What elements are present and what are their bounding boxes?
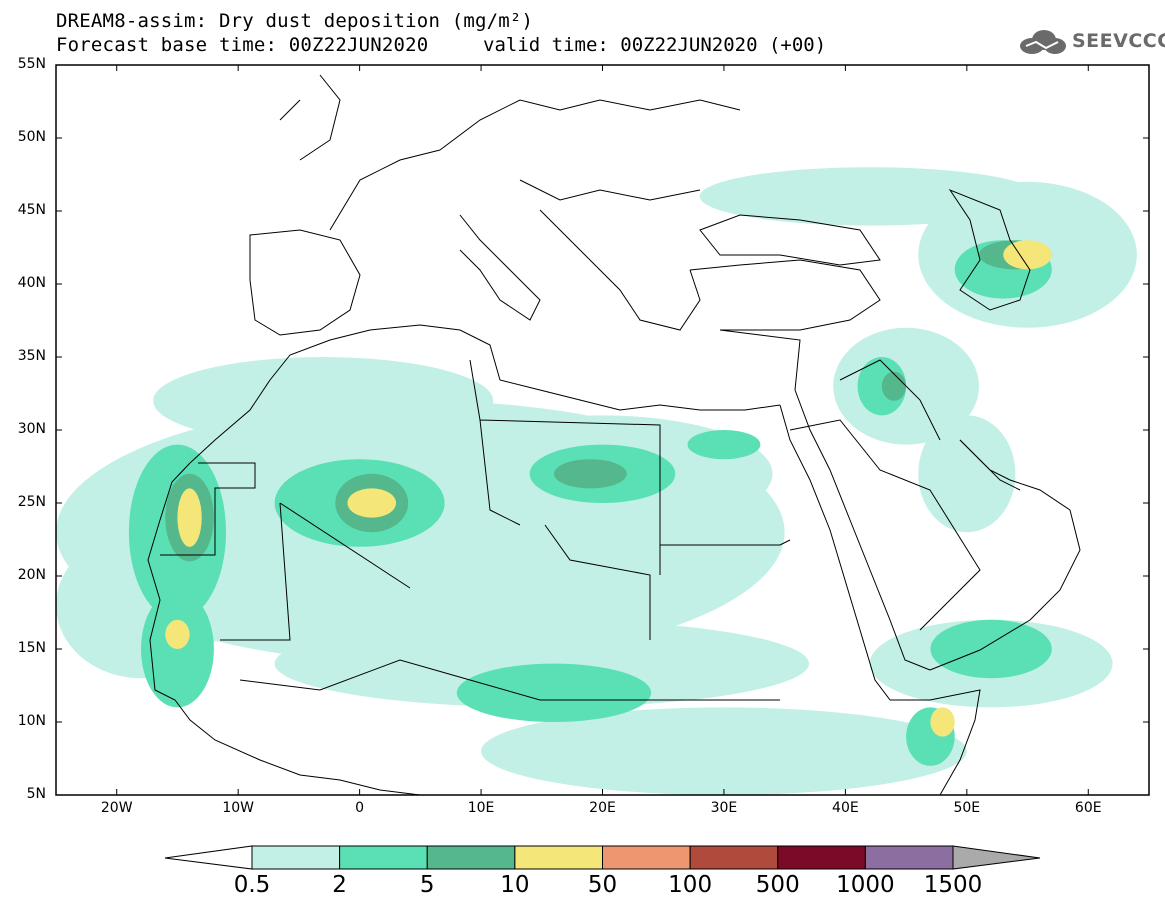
colorbar-box	[602, 845, 691, 870]
forecast-base-time: Forecast base time: 00Z22JUN2020	[56, 34, 429, 56]
lat-label: 20N	[17, 567, 46, 583]
dust-area-high-4	[930, 707, 955, 737]
dust-area-high-3	[1003, 240, 1052, 270]
lon-label: 0	[355, 800, 365, 816]
dust-area-light-8	[153, 357, 494, 445]
dust-area-high-2	[165, 619, 190, 650]
colorbar-box	[251, 845, 341, 870]
dust-area-mid-4	[456, 663, 652, 722]
dust-area-high-0	[347, 488, 397, 518]
colorbar-label: 1500	[923, 872, 983, 898]
coastline-red-sea-east	[794, 389, 931, 671]
border-chad-sudan	[544, 524, 651, 640]
coastline-arabian-peninsula	[929, 439, 1081, 671]
lat-label: 45N	[17, 202, 46, 218]
lon-label: 30E	[710, 800, 738, 816]
coastline-persian-gulf	[959, 439, 1021, 491]
dust-area-light-5	[918, 415, 1016, 533]
lat-label: 55N	[17, 56, 46, 72]
dust-area-mid-9	[687, 430, 761, 460]
colorbar-label: 50	[587, 872, 618, 898]
coastline-west-africa	[147, 462, 421, 795]
coastline-france-uk	[279, 74, 441, 231]
border-iraq-iran	[839, 359, 941, 441]
lat-label: 35N	[17, 348, 46, 364]
colorbar-label: 0.5	[233, 872, 271, 898]
lat-label: 50N	[17, 129, 46, 145]
colorbar-label: 500	[755, 872, 800, 898]
coastline-turkey-levant	[689, 259, 881, 391]
dust-area-light-10	[481, 707, 967, 795]
border-sahel	[239, 659, 780, 701]
colorbar-box	[514, 845, 603, 870]
colorbar-box	[689, 845, 779, 870]
lat-label: 5N	[26, 786, 46, 802]
colorbar-over-triangle	[952, 845, 1041, 870]
coastline-black-sea	[699, 214, 881, 266]
lat-label: 40N	[17, 275, 46, 291]
border-europe	[439, 99, 741, 201]
colorbar-label: 5	[419, 872, 435, 898]
lat-label: 25N	[17, 494, 46, 510]
colorbar-boxes	[251, 845, 954, 870]
colorbar-box	[777, 845, 866, 870]
dust-area-dark-4	[881, 371, 907, 401]
dust-field-layer	[56, 167, 1137, 795]
dust-area-dark-1	[553, 459, 627, 489]
seevccc-logo: SEEVCCC	[1018, 26, 1165, 58]
colorbar-label: 10	[500, 872, 530, 898]
lon-label: 50E	[953, 800, 981, 816]
lon-label: 20E	[589, 800, 616, 816]
lat-label: 15N	[17, 640, 46, 656]
colorbar	[164, 845, 1041, 870]
lon-label: 10E	[467, 800, 495, 816]
dust-area-high-1	[177, 488, 202, 547]
coastlines-and-borders	[147, 74, 1081, 795]
dust-area-light-3	[274, 619, 809, 708]
colorbar-label: 100	[668, 872, 713, 898]
valid-time: valid time: 00Z22JUN2020 (+00)	[483, 34, 827, 56]
border-saudi	[789, 419, 981, 631]
border-mauritania-mali	[220, 502, 411, 641]
colorbar-box	[339, 845, 428, 870]
coastline-caspian	[948, 188, 1031, 311]
colorbar-label: 1000	[836, 872, 895, 898]
dust-area-mid-7	[930, 619, 1052, 679]
colorbar-label: 2	[332, 872, 347, 898]
dust-area-light-9	[699, 167, 1040, 226]
colorbar-box	[864, 845, 954, 870]
coastline-north-africa	[189, 324, 781, 464]
border-egypt-sudan	[660, 539, 791, 546]
coastline-iberia	[249, 229, 361, 336]
cloud-logo-icon	[1020, 30, 1066, 54]
coastline-balkans-greece	[539, 209, 701, 331]
colorbar-under-triangle	[164, 845, 253, 870]
logo-text: SEEVCCC	[1072, 30, 1165, 52]
colorbar-box	[426, 845, 516, 870]
border-western-sahara	[160, 462, 256, 556]
lat-label: 10N	[17, 713, 46, 729]
lon-label: 40E	[832, 800, 859, 816]
coastline-red-sea-west	[779, 404, 891, 701]
coastline-horn-of-africa	[890, 689, 981, 795]
map-title: DREAM8-assim: Dry dust deposition (mg/m²…	[56, 10, 534, 32]
lat-label: 30N	[17, 421, 46, 437]
lon-label: 20W	[100, 800, 133, 816]
border-algeria-libya	[469, 359, 661, 575]
coastline-italy	[459, 214, 541, 321]
axis-ticks	[56, 64, 1149, 796]
lon-label: 10W	[222, 800, 254, 816]
lon-label: 60E	[1074, 800, 1102, 816]
